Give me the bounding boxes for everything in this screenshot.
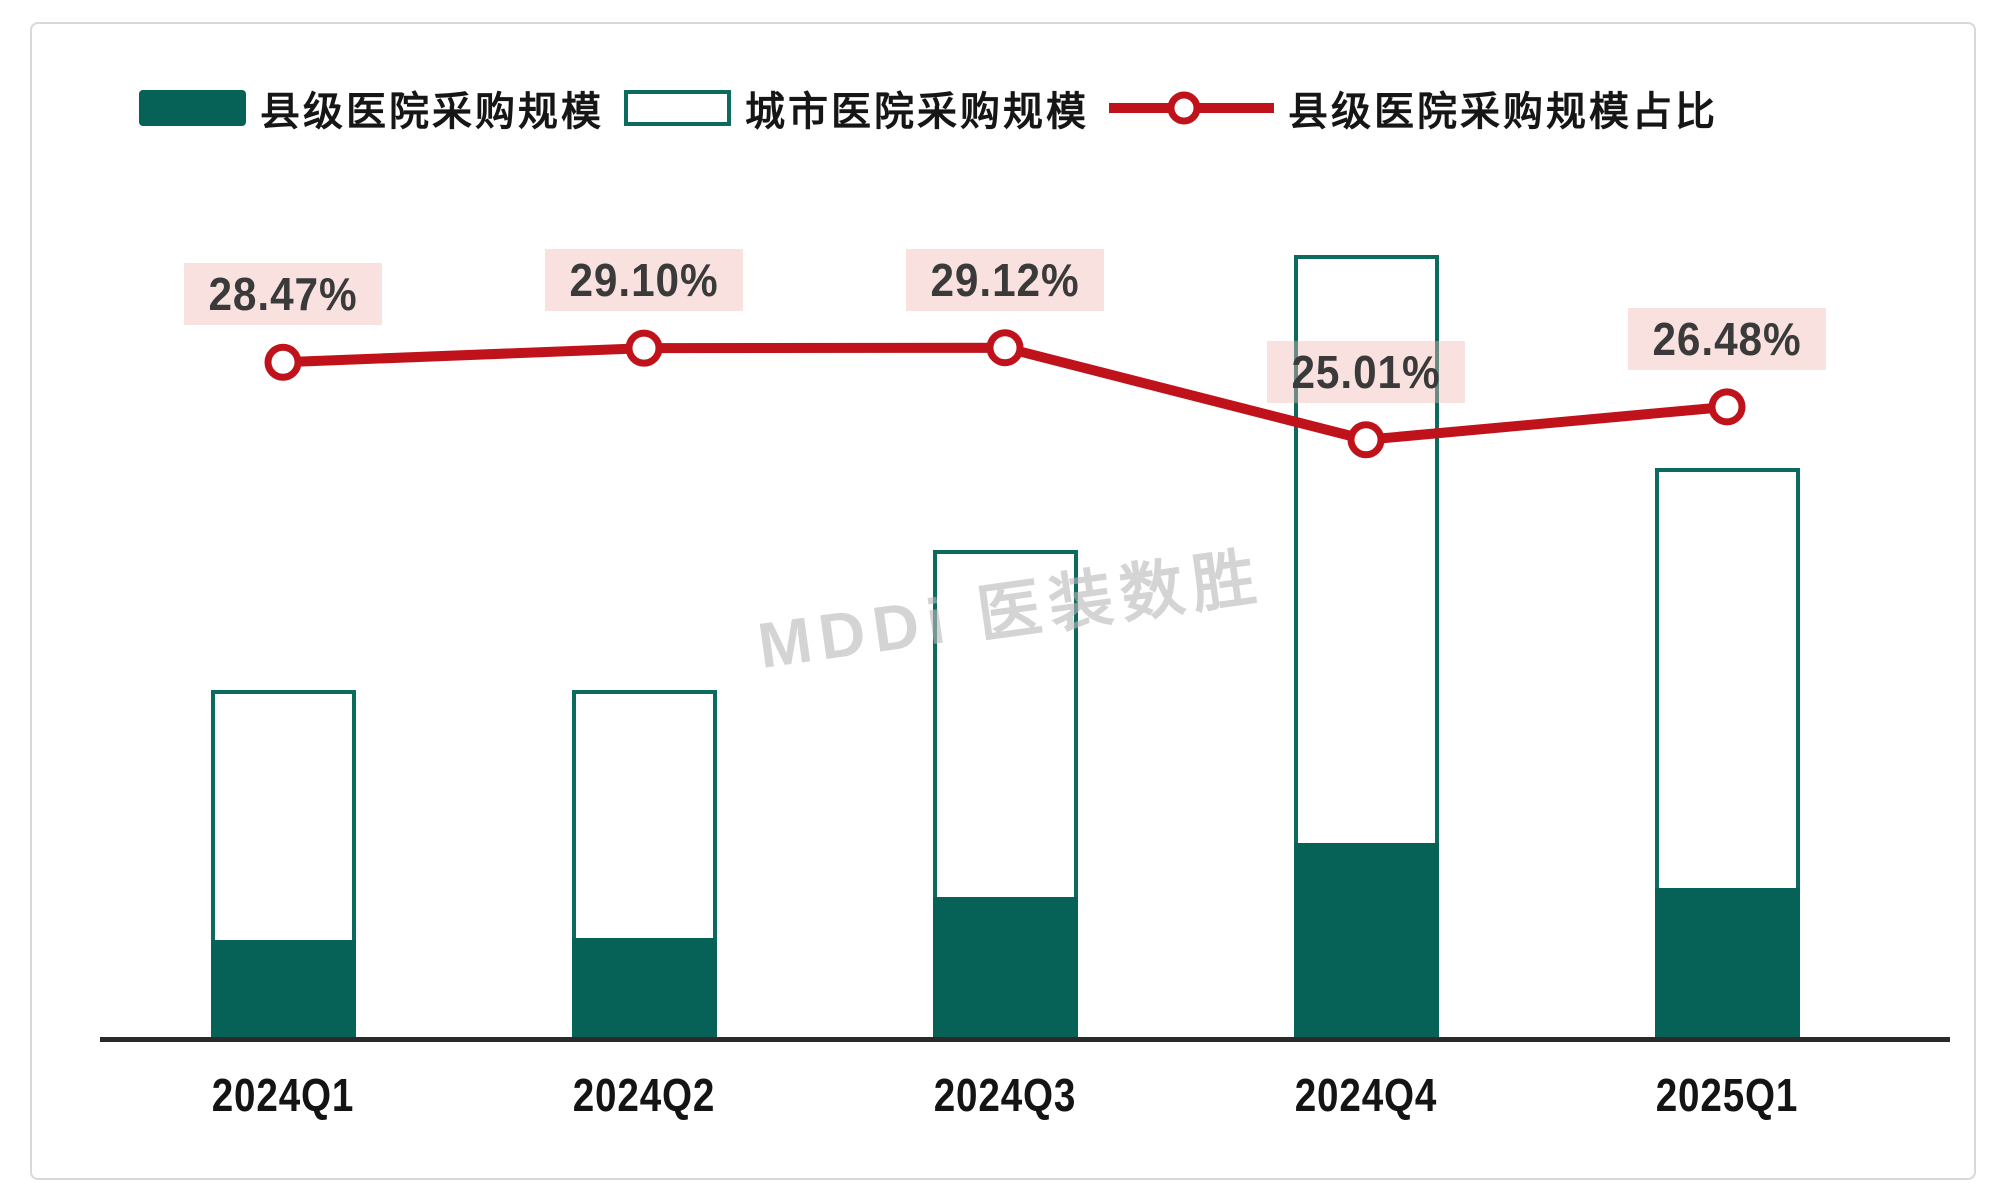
bar-2024Q1 — [210, 690, 356, 1039]
bar-county-segment-2024Q4 — [1293, 843, 1439, 1039]
ratio-marker-2024Q4 — [1347, 421, 1385, 459]
bar-2025Q1 — [1654, 468, 1800, 1039]
ratio-label-2024Q1: 28.47% — [183, 263, 383, 326]
x-tick-2025Q1: 2025Q1 — [1655, 1069, 1799, 1121]
ratio-label-text: 29.12% — [930, 253, 1080, 306]
ratio-label-2024Q2: 29.10% — [544, 249, 744, 312]
bar-2024Q4 — [1293, 255, 1439, 1039]
x-tick-2024Q3: 2024Q3 — [933, 1069, 1077, 1121]
legend-label-ratio-line: 县级医院采购规模占比 — [1288, 89, 1718, 134]
x-tick-2024Q1: 2024Q1 — [211, 1069, 355, 1121]
ratio-marker-2024Q1 — [264, 343, 302, 381]
bar-2024Q3 — [932, 550, 1078, 1039]
ratio-label-text: 26.48% — [1652, 312, 1802, 365]
legend-swatch-city-bar — [624, 90, 731, 126]
legend-swatch-ratio-line — [1109, 88, 1274, 128]
ratio-marker-2025Q1 — [1708, 388, 1746, 426]
ratio-label-text: 25.01% — [1291, 345, 1441, 398]
ratio-label-2025Q1: 26.48% — [1627, 307, 1827, 370]
legend-label-county-bar: 县级医院采购规模 — [260, 89, 604, 134]
ratio-label-text: 28.47% — [208, 268, 358, 321]
bar-county-segment-2024Q2 — [571, 938, 717, 1039]
ratio-marker-2024Q3 — [986, 329, 1024, 367]
ratio-label-2024Q4: 25.01% — [1266, 340, 1466, 403]
legend-label-city-bar: 城市医院采购规模 — [745, 89, 1089, 134]
x-axis-line — [100, 1037, 1950, 1042]
x-tick-2024Q4: 2024Q4 — [1294, 1069, 1438, 1121]
line-with-circle-marker-icon — [1109, 91, 1274, 125]
bar-county-segment-2025Q1 — [1654, 888, 1800, 1039]
ratio-label-2024Q3: 29.12% — [905, 248, 1105, 311]
ratio-label-text: 29.10% — [569, 254, 719, 307]
x-tick-2024Q2: 2024Q2 — [572, 1069, 716, 1121]
legend-swatch-county-bar — [139, 90, 246, 126]
bar-county-segment-2024Q3 — [932, 897, 1078, 1039]
bar-county-segment-2024Q1 — [210, 940, 356, 1039]
ratio-marker-2024Q2 — [625, 329, 663, 367]
chart-frame-border — [30, 22, 1976, 1180]
legend: 县级医院采购规模 城市医院采购规模 县级医院采购规模占比 — [139, 82, 1738, 134]
